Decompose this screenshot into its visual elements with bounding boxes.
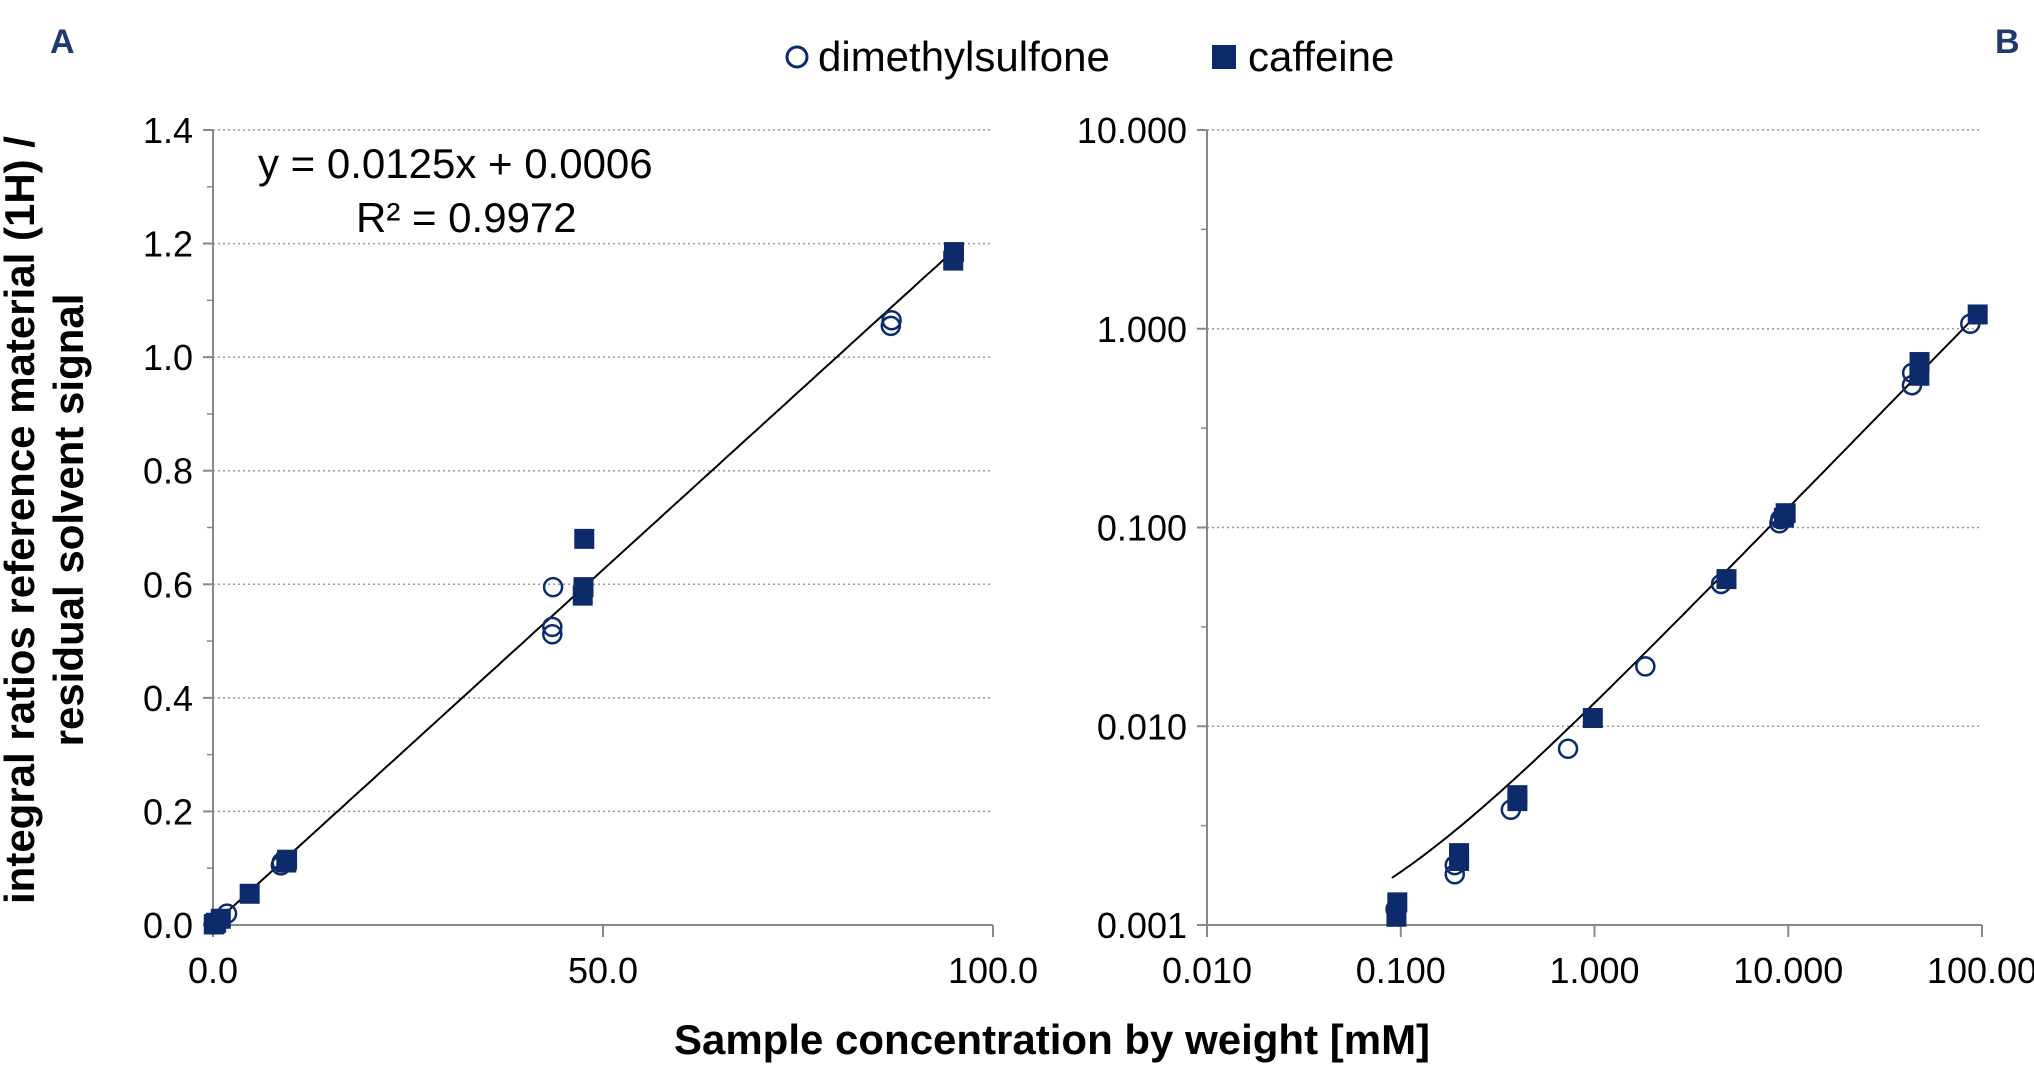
legend-marker-caffeine xyxy=(1212,45,1236,69)
chart-panel-a: 0.0 0.2 0.4 0.6 0.8 1.0 1.2 1.4 0.0 50.0 100.0 xyxy=(143,110,1038,991)
y-axis-title-line1: integral ratios reference material (1H) … xyxy=(0,136,43,904)
y-tick-label-b: 0.100 xyxy=(1097,508,1187,549)
y-tick-label-a: 0.0 xyxy=(143,905,193,946)
point-caffeine xyxy=(1507,785,1528,806)
x-tick-label-a: 100.0 xyxy=(948,950,1038,991)
y-tick-label-a: 0.6 xyxy=(143,564,193,605)
point-dimethylsulfone xyxy=(1557,738,1579,760)
y-tick-label-a: 1.0 xyxy=(143,337,193,378)
legend-marker-dimethylsulfone xyxy=(785,45,809,69)
point-dimethylsulfone xyxy=(542,624,563,645)
panel-label-b: B xyxy=(1995,23,2020,61)
point-caffeine xyxy=(1909,352,1930,373)
point-caffeine xyxy=(1449,843,1470,864)
y-tick-label-b: 10.000 xyxy=(1077,110,1187,151)
x-tick-label-b: 10.000 xyxy=(1733,950,1843,991)
y-tick-label-a: 1.4 xyxy=(143,110,193,151)
point-caffeine xyxy=(210,908,231,929)
point-caffeine xyxy=(1775,503,1796,524)
point-dimethylsulfone xyxy=(542,576,564,598)
point-caffeine xyxy=(1716,569,1737,590)
point-caffeine xyxy=(1967,304,1988,325)
y-tick-label-a: 0.8 xyxy=(143,451,193,492)
x-tick-label-b: 100.00 xyxy=(1927,950,2034,991)
x-tick-label-a: 0.0 xyxy=(188,950,238,991)
point-caffeine xyxy=(944,242,964,263)
fit-r-squared: R² = 0.9972 xyxy=(356,194,577,241)
x-tick-label-a: 50.0 xyxy=(568,950,638,991)
point-caffeine xyxy=(574,528,595,549)
legend-label-caffeine: caffeine xyxy=(1248,33,1394,80)
point-dimethylsulfone xyxy=(542,616,563,638)
fit-line-b xyxy=(1391,313,1979,879)
point-caffeine xyxy=(277,849,298,870)
x-tick-label-b: 0.010 xyxy=(1162,950,1252,991)
point-caffeine xyxy=(573,577,594,598)
point-dimethylsulfone xyxy=(881,309,902,331)
point-caffeine xyxy=(239,883,260,904)
x-tick-label-b: 1.000 xyxy=(1549,950,1639,991)
fit-equation: y = 0.0125x + 0.0006 xyxy=(258,140,653,187)
panel-label-a: A xyxy=(50,23,75,61)
y-tick-label-a: 1.2 xyxy=(143,224,193,265)
point-caffeine xyxy=(1387,892,1408,913)
y-tick-label-b: 0.010 xyxy=(1097,706,1187,747)
y-tick-label-a: 0.4 xyxy=(143,678,193,719)
legend: dimethylsulfone caffeine xyxy=(785,33,1394,80)
legend-label-dimethylsulfone: dimethylsulfone xyxy=(818,33,1110,80)
y-tick-label-b: 0.001 xyxy=(1097,905,1187,946)
x-axis-title: Sample concentration by weight [mM] xyxy=(674,1016,1430,1063)
y-axis-title-line2: residual solvent signal xyxy=(45,294,92,747)
point-caffeine xyxy=(1582,708,1603,729)
point-dimethylsulfone xyxy=(1635,656,1656,677)
y-tick-label-a: 0.2 xyxy=(143,791,193,832)
x-tick-label-b: 0.100 xyxy=(1356,950,1446,991)
y-tick-label-b: 1.000 xyxy=(1097,309,1187,350)
